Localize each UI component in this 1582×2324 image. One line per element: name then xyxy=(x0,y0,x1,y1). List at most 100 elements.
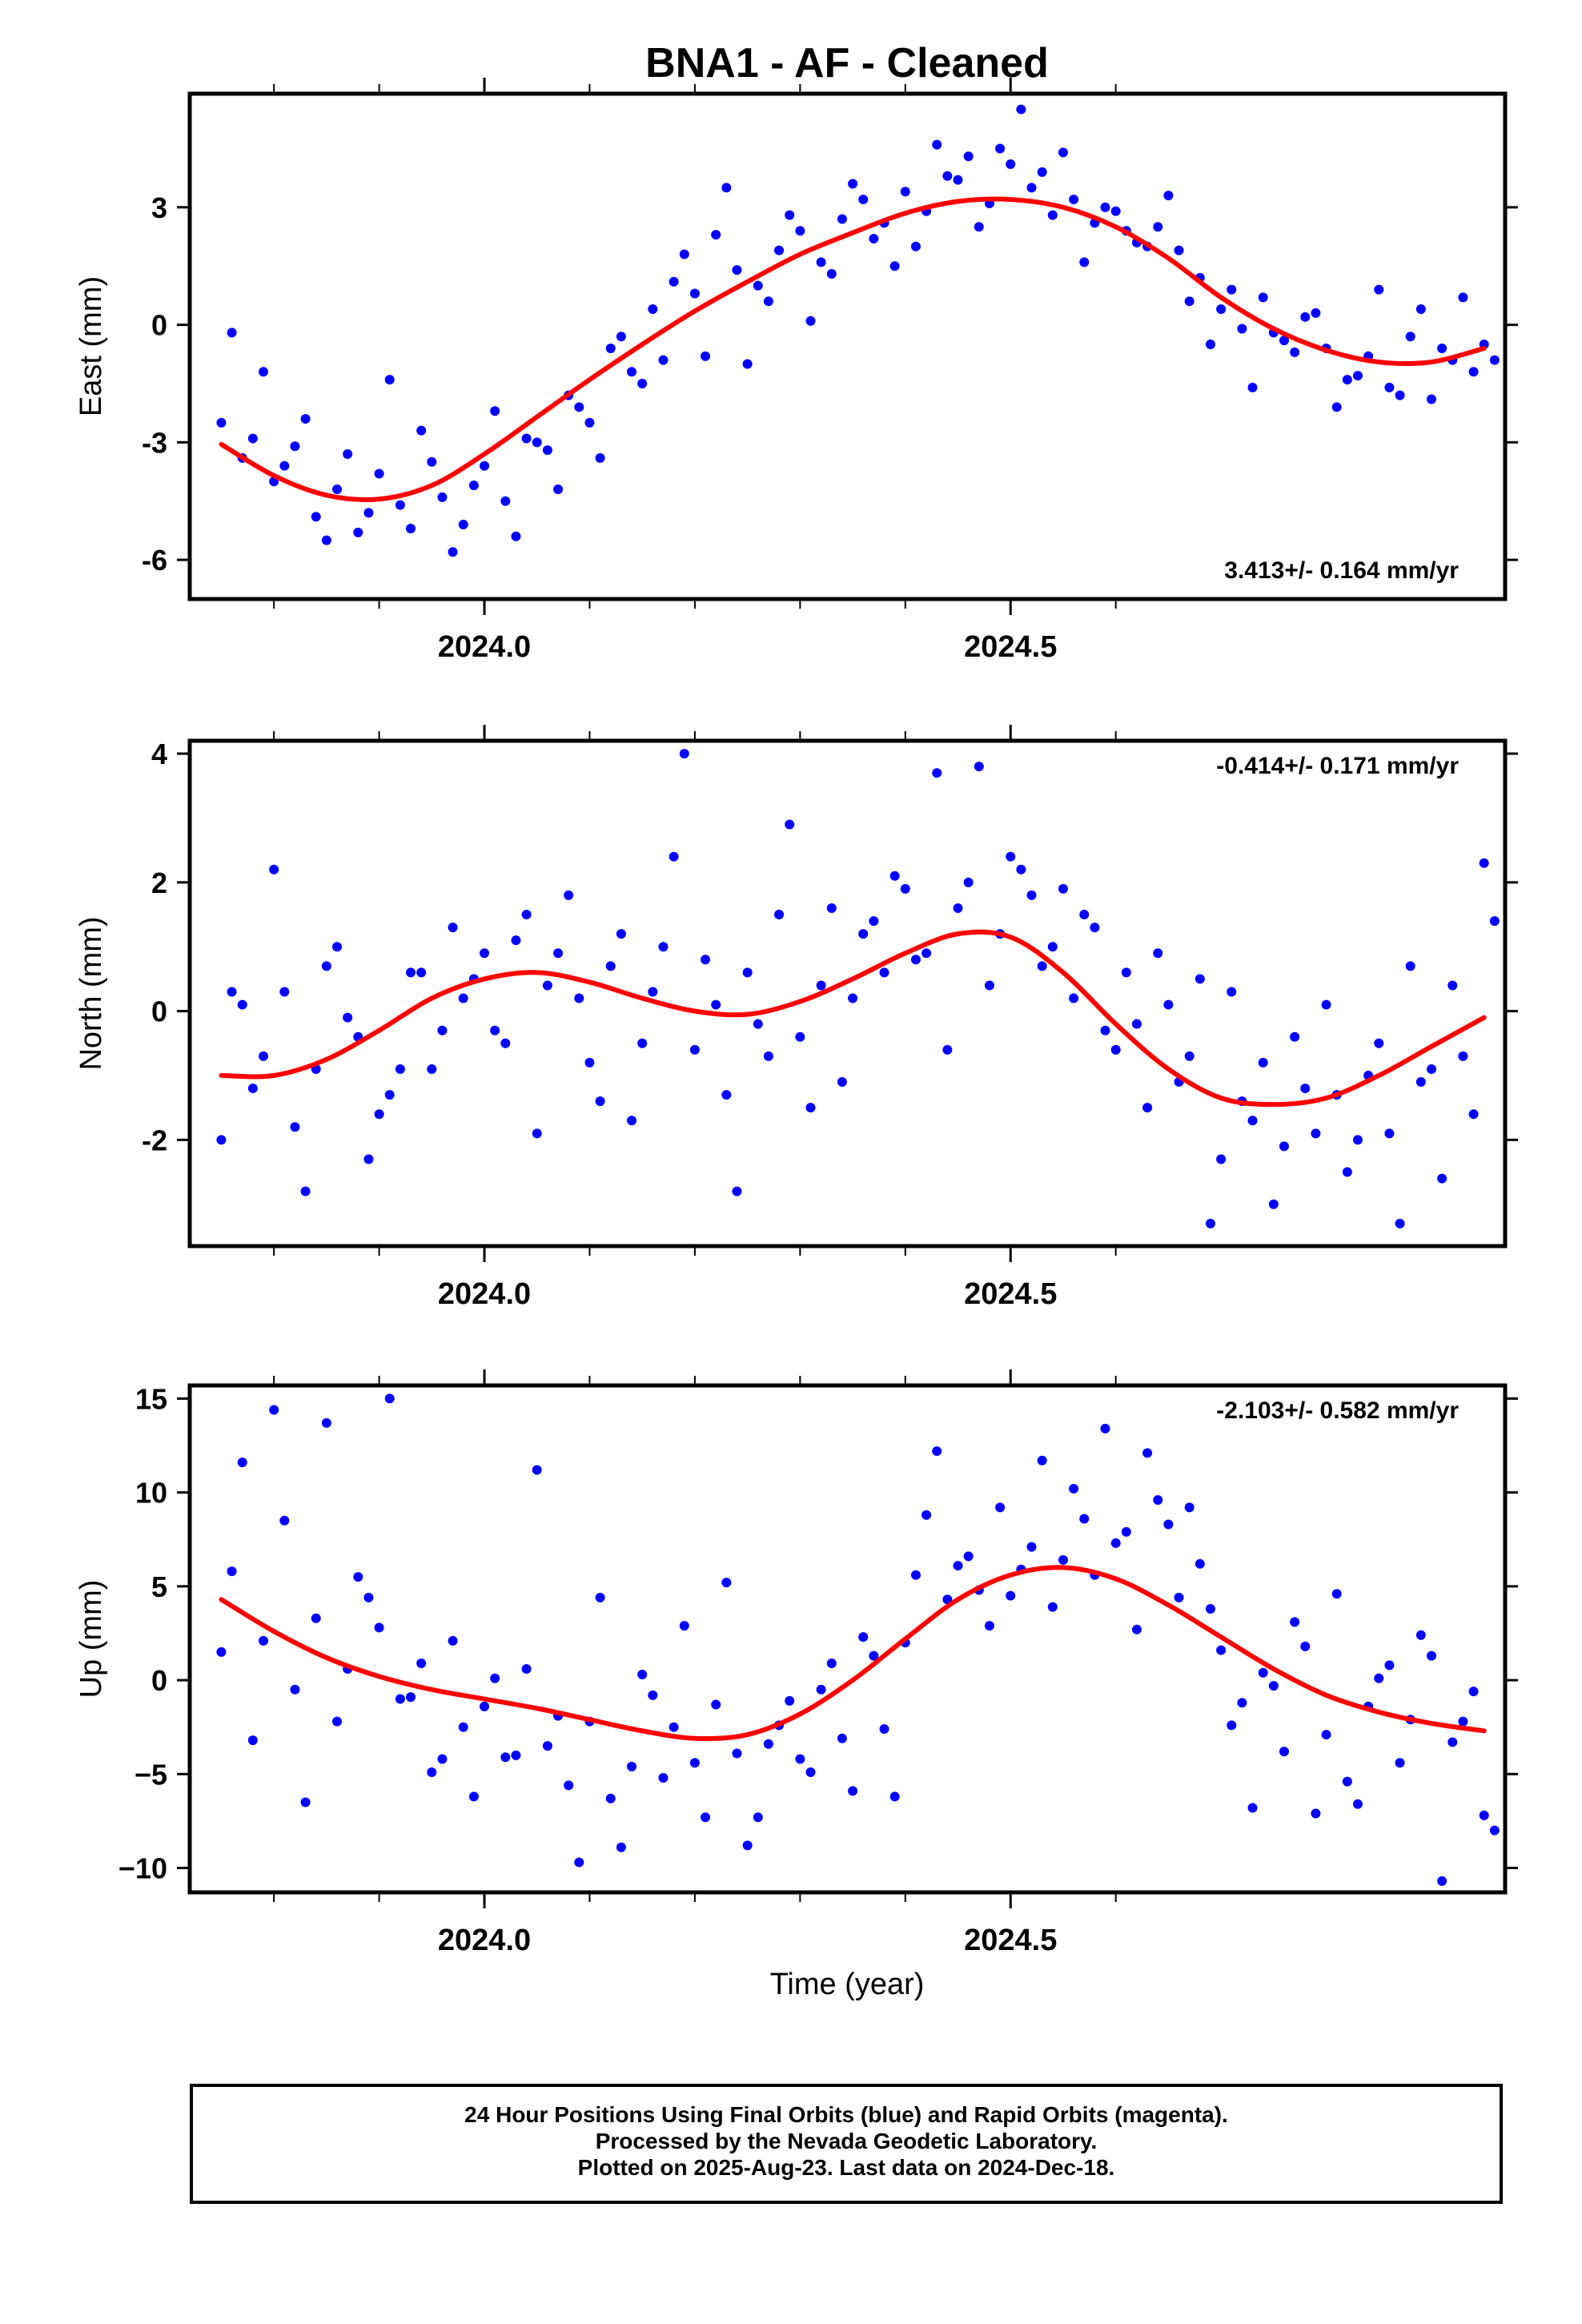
data-point xyxy=(701,1812,711,1823)
data-point xyxy=(900,187,910,197)
data-point xyxy=(879,1724,889,1735)
data-point xyxy=(785,1695,795,1706)
data-point xyxy=(227,987,237,997)
y-tick-label: 0 xyxy=(151,1664,167,1697)
plot-frame xyxy=(187,1383,1508,1895)
data-point xyxy=(658,355,669,365)
data-point xyxy=(974,762,984,772)
data-point xyxy=(1290,347,1300,357)
data-point xyxy=(1006,159,1016,170)
data-point xyxy=(395,1063,405,1074)
data-point xyxy=(1321,999,1331,1010)
data-point xyxy=(648,987,658,997)
data-point xyxy=(500,1038,511,1048)
data-point xyxy=(511,531,521,541)
data-point xyxy=(1290,1031,1300,1042)
data-point xyxy=(721,183,732,193)
data-point xyxy=(1090,923,1100,933)
data-point xyxy=(816,1684,826,1695)
data-point xyxy=(795,1754,805,1764)
data-point xyxy=(763,1051,773,1061)
data-point xyxy=(879,967,889,978)
footer-line-1: 24 Hour Positions Using Final Orbits (bl… xyxy=(464,2102,1228,2127)
data-point xyxy=(511,935,521,946)
data-point xyxy=(826,903,837,913)
data-point xyxy=(1268,1199,1279,1209)
data-point xyxy=(679,1621,689,1631)
data-point xyxy=(532,437,542,448)
data-point xyxy=(1279,1141,1289,1152)
data-point xyxy=(1479,858,1489,868)
data-point xyxy=(1437,1173,1447,1184)
y-tick-label: −10 xyxy=(118,1852,167,1885)
data-point xyxy=(1195,974,1205,984)
x-tick-label: 2024.0 xyxy=(438,630,531,664)
data-point xyxy=(300,1797,311,1807)
data-point xyxy=(458,993,468,1003)
data-point xyxy=(1352,371,1363,381)
fit-curve xyxy=(219,196,1487,503)
data-point xyxy=(1247,1803,1258,1813)
data-point xyxy=(1342,1776,1352,1787)
data-point xyxy=(837,1733,847,1743)
data-point xyxy=(427,1767,437,1777)
fit-curve xyxy=(219,1565,1487,1742)
data-point xyxy=(837,1077,847,1088)
data-point xyxy=(1142,1448,1153,1458)
data-point xyxy=(753,1812,763,1823)
data-point xyxy=(237,999,247,1010)
y-tick-label: −5 xyxy=(135,1758,167,1791)
data-point xyxy=(1131,1019,1142,1029)
data-point xyxy=(311,1613,321,1623)
data-point xyxy=(1352,1799,1363,1809)
data-point xyxy=(963,151,974,162)
data-point xyxy=(259,1635,269,1646)
data-point xyxy=(448,1635,458,1646)
data-point xyxy=(1069,195,1079,205)
data-point xyxy=(1227,284,1237,295)
data-point xyxy=(384,375,395,385)
data-point xyxy=(953,903,963,913)
data-point xyxy=(858,195,869,205)
data-point xyxy=(795,226,805,236)
data-point xyxy=(1026,890,1037,900)
data-point xyxy=(1468,367,1479,377)
rate-label: 3.413+/- 0.164 mm/yr xyxy=(1224,557,1459,584)
data-point xyxy=(774,245,785,255)
data-point xyxy=(1247,1116,1258,1126)
data-point xyxy=(627,1116,637,1126)
data-point xyxy=(953,1561,963,1571)
x-axis-label: Time (year) xyxy=(770,1968,925,2001)
data-point xyxy=(416,967,427,978)
data-point xyxy=(521,910,532,920)
data-point xyxy=(1047,210,1058,220)
data-point xyxy=(869,916,879,927)
data-point xyxy=(1331,1589,1342,1599)
data-point xyxy=(448,547,458,557)
data-point xyxy=(753,280,763,291)
data-point xyxy=(374,1622,384,1633)
data-point xyxy=(1374,1038,1384,1048)
data-point xyxy=(500,496,511,506)
y-tick-label: -3 xyxy=(142,426,167,459)
data-point xyxy=(290,441,300,452)
data-point xyxy=(869,1651,879,1661)
data-point xyxy=(711,230,721,240)
data-point xyxy=(701,351,711,361)
data-point xyxy=(932,1446,942,1457)
data-point xyxy=(921,948,932,959)
data-point xyxy=(984,980,994,991)
data-point xyxy=(1489,355,1500,365)
data-point xyxy=(332,485,343,495)
data-point xyxy=(627,1761,637,1771)
data-point xyxy=(1016,104,1026,115)
data-point xyxy=(1489,1825,1500,1835)
data-point xyxy=(648,1690,658,1700)
data-point xyxy=(795,1031,805,1042)
data-point xyxy=(532,1465,542,1475)
data-point xyxy=(711,999,721,1010)
data-point xyxy=(1069,1483,1079,1494)
data-point xyxy=(1458,292,1468,303)
data-point xyxy=(742,359,753,369)
data-point xyxy=(363,508,374,518)
